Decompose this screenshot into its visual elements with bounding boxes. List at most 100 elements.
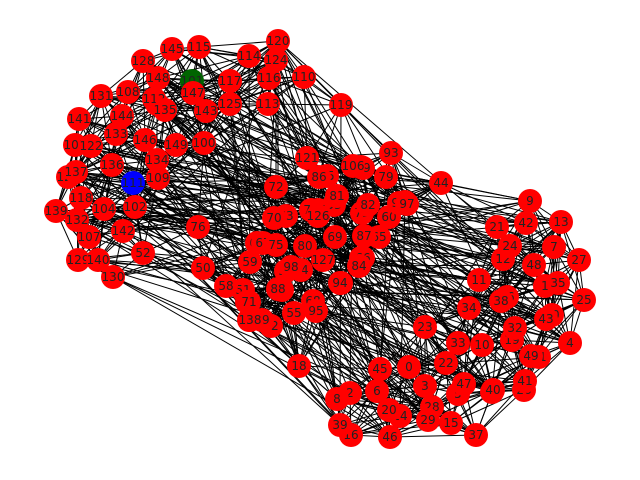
node-label: 55 xyxy=(286,306,301,320)
graph-node: 23 xyxy=(413,315,437,339)
node-label: 130 xyxy=(102,270,125,284)
node-label: 70 xyxy=(266,211,281,225)
graph-edge xyxy=(74,91,129,146)
node-circle xyxy=(374,165,398,189)
graph-edge xyxy=(175,144,319,217)
node-label: 104 xyxy=(93,202,116,216)
node-label: 93 xyxy=(383,146,398,160)
node-circle xyxy=(145,148,169,172)
graph-node: 132 xyxy=(65,208,89,232)
node-circle xyxy=(66,248,90,272)
graph-edge xyxy=(440,182,527,224)
node-label: 10 xyxy=(474,338,489,352)
graph-node: 6 xyxy=(365,379,389,403)
node-circle xyxy=(164,133,188,157)
graph-node: 52 xyxy=(131,241,155,265)
node-circle xyxy=(498,234,522,258)
node-circle xyxy=(100,153,124,177)
graph-node: 97 xyxy=(395,192,419,216)
node-label: 40 xyxy=(485,383,500,397)
node-label: 43 xyxy=(538,312,553,326)
graph-node: 20 xyxy=(377,398,401,422)
graph-node: 110 xyxy=(292,65,316,89)
graph-node: 3 xyxy=(413,374,437,398)
graph-node: 107 xyxy=(77,225,101,249)
graph-node: 104 xyxy=(92,197,116,221)
node-circle xyxy=(352,224,376,248)
node-circle xyxy=(457,296,481,320)
node-label: 24 xyxy=(502,239,517,253)
node-circle xyxy=(429,171,453,195)
graph-node: 37 xyxy=(464,423,488,447)
graph-node: 4 xyxy=(558,331,582,355)
node-circle xyxy=(121,171,145,195)
node-circle xyxy=(186,215,210,239)
graph-node: 118 xyxy=(69,186,93,210)
graph-node: 93 xyxy=(379,141,403,165)
graph-node: 47 xyxy=(452,372,476,396)
graph-node: 147 xyxy=(181,81,205,105)
node-label: 124 xyxy=(265,53,288,67)
node-label: 32 xyxy=(507,321,522,335)
graph-edge xyxy=(192,92,227,287)
graph-node: 149 xyxy=(164,133,188,157)
node-circle xyxy=(266,29,290,53)
node-circle xyxy=(489,289,513,313)
graph-node: 98 xyxy=(279,255,303,279)
node-circle xyxy=(218,69,242,93)
graph-node: 84 xyxy=(347,254,371,278)
node-label: 81 xyxy=(329,189,344,203)
graph-node: 34 xyxy=(457,296,481,320)
node-circle xyxy=(329,93,353,117)
graph-node: 137 xyxy=(64,160,88,184)
graph-edge xyxy=(300,269,477,436)
node-circle xyxy=(123,195,147,219)
node-label: 72 xyxy=(268,180,283,194)
graph-node: 113 xyxy=(256,92,280,116)
graph-node: 82 xyxy=(356,193,380,217)
node-circle xyxy=(214,274,238,298)
node-label: 146 xyxy=(134,133,157,147)
node-circle xyxy=(192,131,216,155)
graph-edge xyxy=(205,40,279,112)
node-label: 18 xyxy=(291,359,306,373)
graph-node: 108 xyxy=(116,80,140,104)
node-circle xyxy=(328,413,352,437)
node-circle xyxy=(470,333,494,357)
node-circle xyxy=(356,193,380,217)
node-circle xyxy=(304,299,328,323)
node-circle xyxy=(194,99,218,123)
graph-node: 71 xyxy=(237,290,261,314)
node-label: 79 xyxy=(378,170,393,184)
graph-node: 27 xyxy=(567,248,591,272)
node-circle xyxy=(464,423,488,447)
graph-node: 124 xyxy=(264,48,288,72)
node-circle xyxy=(368,357,392,381)
node-circle xyxy=(92,197,116,221)
graph-node: 33 xyxy=(446,331,470,355)
graph-edge xyxy=(75,95,102,173)
node-circle xyxy=(89,84,113,108)
node-circle xyxy=(153,98,177,122)
graph-edge xyxy=(78,118,250,303)
node-label: 138 xyxy=(239,313,262,327)
node-circle xyxy=(264,175,288,199)
node-label: 34 xyxy=(461,301,476,315)
graph-edge xyxy=(389,434,477,438)
node-label: 39 xyxy=(332,418,347,432)
node-label: 35 xyxy=(550,276,565,290)
node-circle xyxy=(264,233,288,257)
graph-node: 115 xyxy=(187,35,211,59)
graph-edge xyxy=(121,115,363,214)
graph-node: 122 xyxy=(79,134,103,158)
node-circle xyxy=(546,271,570,295)
node-circle xyxy=(133,128,157,152)
node-label: 135 xyxy=(154,103,177,117)
node-circle xyxy=(237,290,261,314)
graph-node: 100 xyxy=(192,131,216,155)
graph-edge xyxy=(55,210,571,344)
graph-edge xyxy=(267,103,342,106)
node-label: 119 xyxy=(330,98,353,112)
graph-node: 59 xyxy=(238,250,262,274)
